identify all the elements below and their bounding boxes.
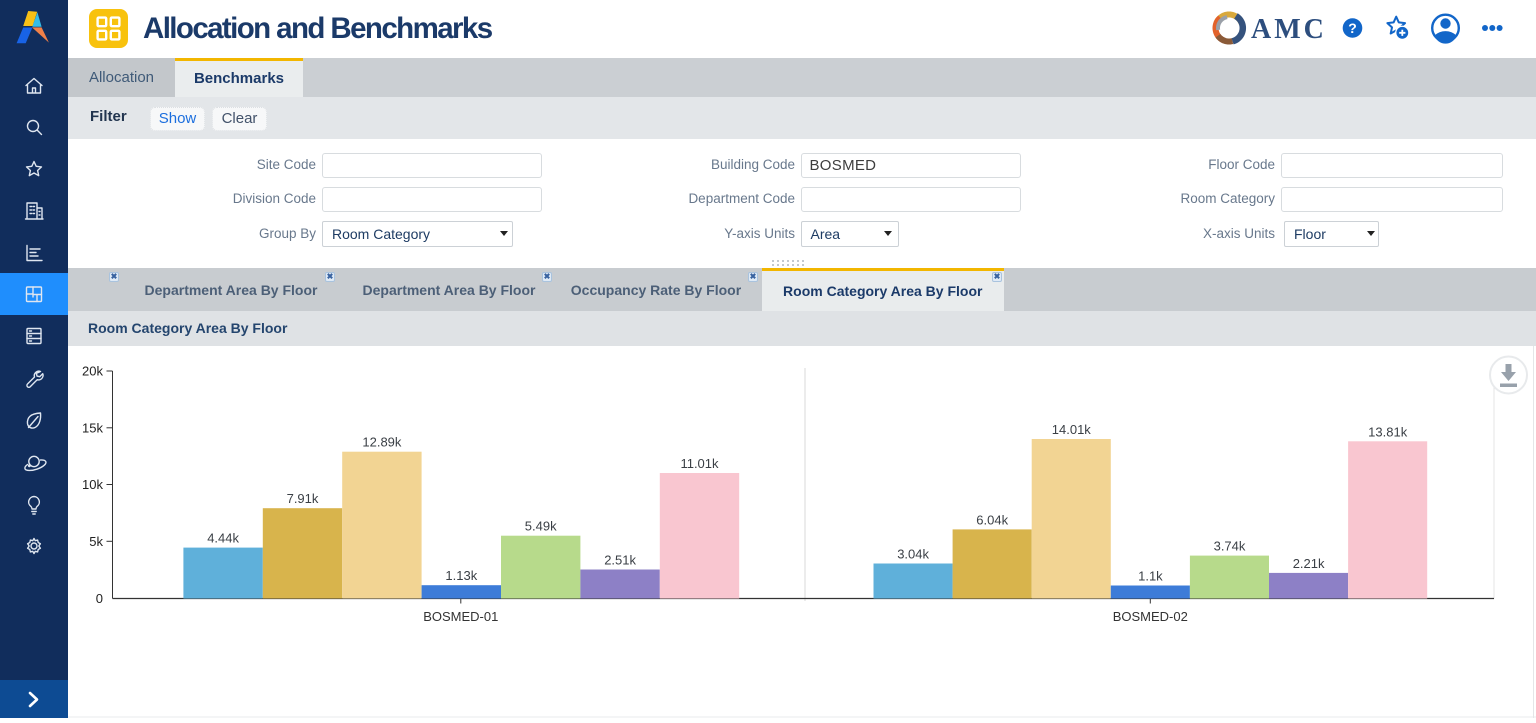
svg-text:7.91k: 7.91k xyxy=(287,491,319,506)
svg-text:3.04k: 3.04k xyxy=(897,547,929,562)
svg-text:AMC: AMC xyxy=(1251,14,1327,45)
svg-text:0: 0 xyxy=(96,591,103,606)
svg-text:11.01k: 11.01k xyxy=(680,456,719,471)
svg-text:BOSMED-01: BOSMED-01 xyxy=(423,609,498,624)
svg-text:14.01k: 14.01k xyxy=(1052,422,1092,437)
svg-text:1.1k: 1.1k xyxy=(1138,569,1163,584)
svg-text:3.74k: 3.74k xyxy=(1214,539,1246,554)
svg-text:10k: 10k xyxy=(82,477,103,492)
svg-text:4.44k: 4.44k xyxy=(207,531,239,546)
svg-text:13.81k: 13.81k xyxy=(1368,424,1408,439)
svg-text:?: ? xyxy=(1348,20,1357,36)
svg-text:6.04k: 6.04k xyxy=(976,512,1008,527)
svg-text:2.51k: 2.51k xyxy=(604,553,636,568)
svg-text:5k: 5k xyxy=(89,534,103,549)
svg-text:2.21k: 2.21k xyxy=(1293,556,1325,571)
svg-text:1.13k: 1.13k xyxy=(445,568,477,583)
svg-text:5.49k: 5.49k xyxy=(525,519,557,534)
svg-text:BOSMED-02: BOSMED-02 xyxy=(1113,609,1188,624)
svg-text:12.89k: 12.89k xyxy=(362,435,402,450)
svg-text:15k: 15k xyxy=(82,420,103,435)
svg-text:20k: 20k xyxy=(82,364,103,379)
